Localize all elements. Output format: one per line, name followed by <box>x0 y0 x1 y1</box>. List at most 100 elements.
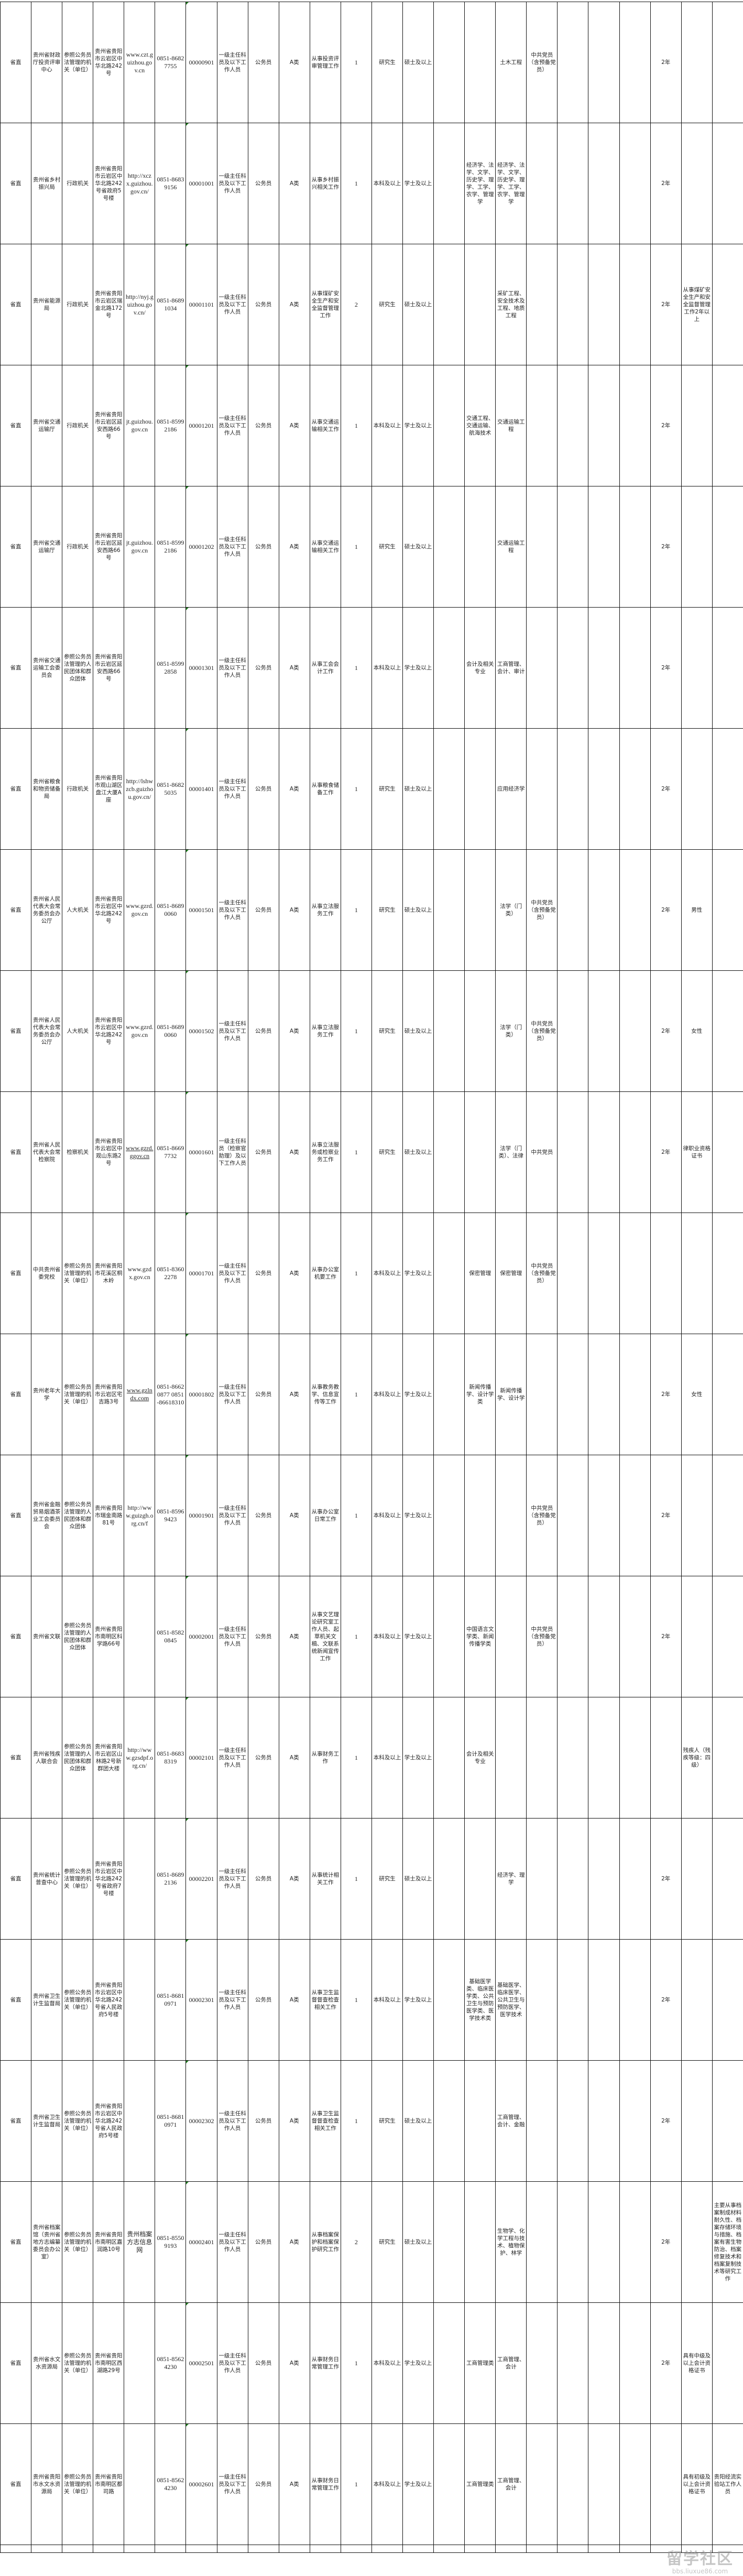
position-code-text: 00001301 <box>189 664 214 672</box>
cell-phone: 0851-86838319 <box>155 1697 187 1819</box>
cell-unit-name: 贵州老年大学 <box>31 1334 63 1455</box>
cell-condition-19 <box>557 1455 589 1576</box>
website-text: http://xczx.guizhou.gov.cn/ <box>126 171 153 195</box>
position-category-text: 公务员 <box>255 1270 272 1276</box>
position-category-text: 公务员 <box>255 665 272 671</box>
cell-political-status: 中共党员（含预备党员） <box>526 1576 558 1697</box>
exam-category-text: A类 <box>289 180 299 187</box>
cell-region: 省直 <box>0 2181 32 2303</box>
website-text: http://lshwzcb.guizhou.gov.cn/ <box>126 777 154 800</box>
education-text: 本科及以上 <box>373 180 401 187</box>
unit-type-text: 人大机关 <box>67 1028 89 1034</box>
cell-political-status <box>526 365 558 486</box>
cell-college-major <box>433 1576 465 1697</box>
cell-position-code: 00001101 <box>185 244 217 365</box>
education-text: 本科及以上 <box>373 1633 401 1640</box>
cell-service-years: 2年 <box>650 2 682 123</box>
empty-cell <box>650 2545 682 2553</box>
cell-condition-19 <box>557 849 589 971</box>
cell-position-description: 从事办公室日常工作 <box>309 1455 341 1576</box>
graduate-major-text: 工商管理、会计 <box>497 2356 525 2370</box>
position-name-text: 一级主任科员及以下工作人员 <box>218 1989 246 2010</box>
position-description-text: 从事乡村振兴相关工作 <box>311 177 340 190</box>
graduate-major-text: 工商管理、会计、金融 <box>497 2114 525 2128</box>
empty-cell <box>0 2545 32 2553</box>
position-name-text: 一级主任科员及以下工作人员 <box>218 1626 246 1647</box>
degree-text: 学士及以上 <box>404 2360 432 2366</box>
cell-graduate-major <box>495 1576 527 1697</box>
position-name-text: 一级主任科员及以下工作人员 <box>218 1021 246 1042</box>
cell-degree: 学士及以上 <box>402 1576 434 1697</box>
cell-undergrad-major <box>464 2181 496 2303</box>
cell-other-requirements: 从事煤矿安全生产和安全监督管理工作2年以上 <box>681 244 713 365</box>
cell-education: 研究生 <box>371 1091 403 1213</box>
cell-website: jt.guizhou.gov.cn <box>124 365 156 486</box>
position-description-text: 从事交通运输相关工作 <box>311 540 340 554</box>
cell-position-code: 00001201 <box>185 365 217 486</box>
service-years-text: 2年 <box>661 180 671 187</box>
position-category-text: 公务员 <box>255 1633 272 1640</box>
phone-text: 0851-86825035 <box>157 781 184 796</box>
cell-address: 贵州省贵阳市云岩区中华北路242号 <box>93 849 125 971</box>
cell-service-years: 2年 <box>650 486 682 608</box>
exam-category-text: A类 <box>289 1270 299 1276</box>
exam-category-text: A类 <box>289 786 299 792</box>
region-text: 省直 <box>10 1512 21 1519</box>
cell-position-category: 公务员 <box>247 2423 279 2545</box>
cell-college-major <box>433 2060 465 2182</box>
cell-service-years: 2年 <box>650 123 682 244</box>
position-name-text: 一级主任科员及以下工作人员 <box>218 2110 246 2131</box>
cell-condition-21 <box>619 2181 651 2303</box>
exam-category-text: A类 <box>289 1149 299 1155</box>
cell-region: 省直 <box>0 365 32 486</box>
empty-cell <box>712 2545 743 2553</box>
cell-other-requirements <box>681 1939 713 2061</box>
cell-condition-21 <box>619 1091 651 1213</box>
other-requirements-text: 律职业资格证书 <box>683 1145 711 1159</box>
cell-condition-20 <box>588 486 620 608</box>
unit-name-text: 贵州省粮食和物资储备局 <box>32 778 61 799</box>
cell-unit-type: 参照公务员法管理的机关（单位） <box>62 2 94 123</box>
website-text: 贵州档案方志信息网 <box>127 2230 152 2254</box>
phone-text: 0851-86891034 <box>157 297 184 312</box>
position-name-text: 一级主任科员及以下工作人员 <box>218 2353 246 2374</box>
cell-other-requirements <box>681 728 713 850</box>
cell-service-years: 2年 <box>650 1939 682 2061</box>
exam-category-text: A类 <box>289 1755 299 1761</box>
cell-unit-name: 贵州省水文水资源局 <box>31 2302 63 2424</box>
region-text: 省直 <box>10 544 21 550</box>
cell-position-description: 从事统计相关工作 <box>309 1818 341 1940</box>
table-row: 省直 贵州省交通运输厅 行政机关 贵州省贵阳市云岩区延安西路66号 jt.guizhou… <box>0 365 743 486</box>
hire-count-text: 1 <box>354 58 358 66</box>
cell-remarks <box>712 1213 743 1334</box>
cell-education: 本科及以上 <box>371 2302 403 2424</box>
cell-graduate-major: 应用经济学 <box>495 728 527 850</box>
cell-political-status <box>526 1334 558 1455</box>
service-years-text: 2年 <box>661 1028 671 1034</box>
cell-position-code: 00001202 <box>185 486 217 608</box>
cell-position-category: 公务员 <box>247 1213 279 1334</box>
exam-category-text: A类 <box>289 1997 299 2003</box>
cell-education: 研究生 <box>371 244 403 365</box>
hire-count-text: 1 <box>354 179 358 187</box>
position-description-text: 从事办公室日常工作 <box>311 1509 340 1522</box>
cell-website: www.gzrd.gov.cn <box>124 849 156 971</box>
graduate-major-text: 工商管理、会计、审计 <box>497 661 525 675</box>
cell-college-major <box>433 486 465 608</box>
cell-condition-20 <box>588 1576 620 1697</box>
table-row: 省直 贵州省能源局 行政机关 贵州省贵阳市云岩区瑞金北路172号 http://nyj.… <box>0 244 743 365</box>
position-description-text: 从事档案保护和档案保护研究工作 <box>311 2232 340 2253</box>
cell-degree: 学士及以上 <box>402 1334 434 1455</box>
cell-condition-19 <box>557 2 589 123</box>
cell-condition-20 <box>588 2423 620 2545</box>
address-text: 贵州省贵阳市云岩区中华北路242号 <box>95 896 123 924</box>
cell-position-name: 一级主任科员及以下工作人员 <box>216 123 248 244</box>
graduate-major-text: 土木工程 <box>500 59 522 66</box>
cell-exam-category: A类 <box>278 1091 310 1213</box>
unit-name-text: 贵州省财政厅投资评审中心 <box>32 52 61 73</box>
cell-condition-20 <box>588 1091 620 1213</box>
cell-college-major <box>433 728 465 850</box>
cell-region: 省直 <box>0 728 32 850</box>
cell-position-description: 从事卫生监督督查检查相关工作 <box>309 1939 341 2061</box>
cell-other-requirements <box>681 123 713 244</box>
